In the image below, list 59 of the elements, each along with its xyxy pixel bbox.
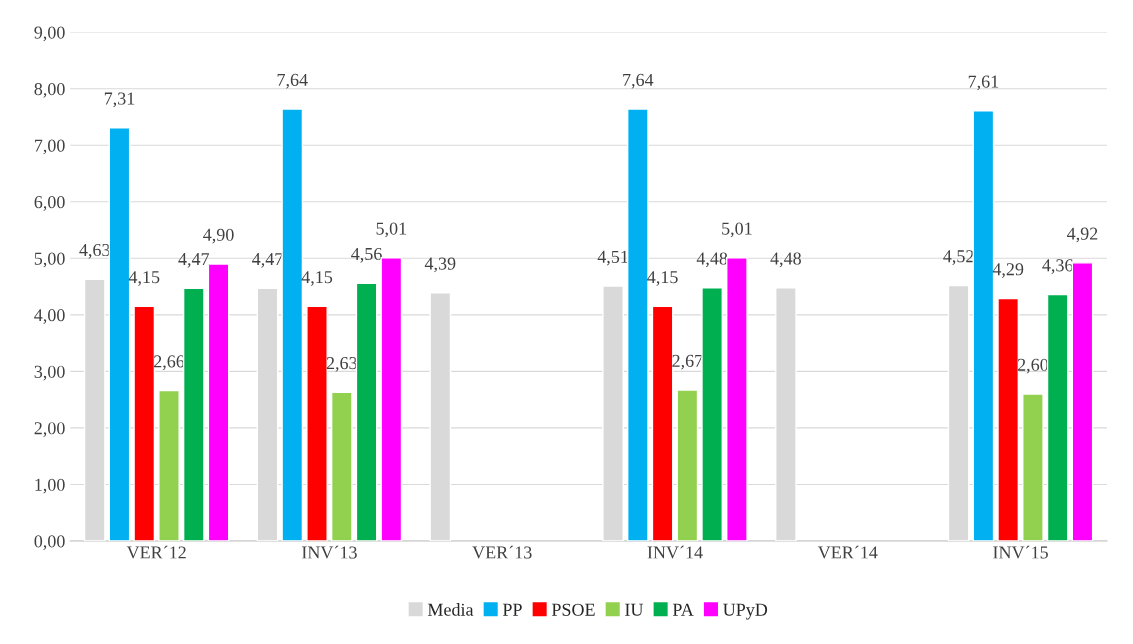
legend-label: Media [427, 603, 474, 616]
x-tick-label: INV´14 [647, 545, 703, 559]
data-label: 4,90 [203, 228, 234, 244]
bar [355, 282, 378, 541]
y-tick-label: 8,00 [34, 82, 65, 98]
y-tick-label: 6,00 [34, 196, 65, 211]
data-label: 4,92 [1067, 227, 1098, 243]
data-label: 7,31 [104, 92, 135, 108]
y-tick-label: 4,00 [34, 309, 65, 324]
data-label: 5,01 [722, 222, 752, 238]
legend-label: IU [625, 603, 644, 616]
bar [330, 391, 353, 541]
x-tick-label: VER´14 [817, 545, 878, 559]
data-label: 4,48 [770, 252, 801, 268]
bar [726, 257, 748, 541]
y-tick-label: 0,00 [34, 535, 65, 550]
bar [626, 108, 649, 541]
data-label: 4,63 [79, 243, 110, 259]
y-tick-label: 5,00 [34, 252, 65, 268]
legend-label: PSOE [551, 603, 595, 616]
y-tick-label: 7,00 [34, 139, 65, 155]
y-tick-label: 1,00 [35, 478, 65, 494]
legend-label: UPyD [723, 603, 768, 620]
bar [380, 257, 403, 541]
data-label: 4,15 [647, 271, 678, 286]
bar [651, 305, 674, 541]
data-label: 4,47 [252, 253, 283, 268]
bar [306, 305, 328, 541]
bar [701, 287, 723, 541]
y-tick-label: 2,00 [34, 422, 65, 437]
legend-label: PP [502, 603, 522, 616]
bar [1071, 262, 1094, 541]
x-tick-label: VER´13 [472, 545, 532, 559]
bar [997, 297, 1020, 541]
x-tick-label: INV´13 [301, 545, 357, 559]
data-label: 7,64 [623, 73, 654, 89]
bar [676, 389, 699, 541]
bar [133, 305, 156, 541]
x-tick-label: VER´12 [126, 545, 186, 559]
data-label: 7,61 [968, 75, 999, 91]
bar [1022, 393, 1044, 541]
legend-label: PA [672, 603, 694, 616]
data-label: 2,67 [672, 354, 703, 370]
y-tick-label: 9,00 [34, 26, 65, 42]
data-label: 4,56 [351, 247, 382, 263]
x-tick-label: INV´15 [993, 545, 1048, 559]
y-tick-label: 3,00 [34, 365, 65, 381]
data-label: 4,47 [178, 253, 210, 268]
data-label: 4,48 [696, 252, 728, 268]
bar [158, 389, 180, 541]
data-label: 4,39 [424, 257, 456, 273]
data-label: 4,36 [1042, 259, 1073, 274]
data-label: 5,01 [376, 222, 407, 238]
data-label: 4,52 [943, 250, 974, 265]
data-label: 7,64 [277, 73, 308, 89]
bar [1046, 293, 1069, 541]
bar [207, 263, 230, 541]
bar [182, 287, 205, 541]
data-label: 4,51 [597, 250, 628, 266]
